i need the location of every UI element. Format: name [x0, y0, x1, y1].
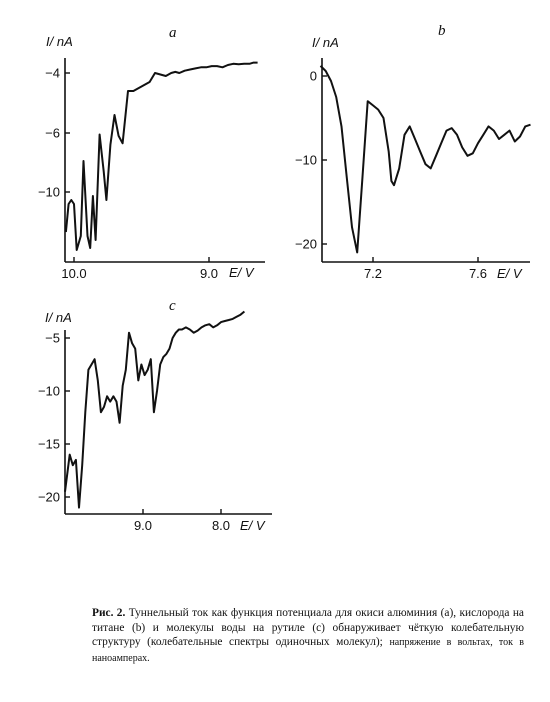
figure-label: Рис. 2.: [92, 607, 126, 619]
panel-c-ytick-label: −15: [38, 437, 60, 452]
panel-b-ytick-label: −10: [295, 153, 317, 168]
panel-b: b I/ nA 0 −10 −20 7.2 7.6 E/ V: [295, 23, 531, 281]
panel-b-xlabel: E/ V: [497, 266, 523, 281]
panel-c-xlabel: E/ V: [240, 518, 266, 533]
panel-c-xtick-label: 9.0: [134, 518, 152, 533]
panel-c-ytick-label: −5: [45, 331, 60, 346]
caption-units-note: напряжение в вольтах, ток в наноамперах.: [92, 637, 524, 664]
panel-a-ylabel: I/ nA: [46, 34, 73, 49]
panel-a: a I/ nA −4 −6 −10 10.0 9.0 E/ V: [38, 25, 265, 281]
panel-a-ytick-label: −4: [45, 66, 60, 81]
panel-a-xtick-label: 9.0: [200, 266, 218, 281]
panel-c-series-line: [64, 310, 246, 509]
panel-c-ytick-label: −20: [38, 490, 60, 505]
caption-text: Туннельный ток как функция потенциала дл…: [92, 607, 524, 648]
panel-a-letter: a: [169, 25, 177, 41]
panel-b-letter: b: [438, 23, 446, 39]
panel-b-ytick-label: 0: [310, 69, 317, 84]
panel-b-ylabel: I/ nA: [312, 35, 339, 50]
panel-b-ytick-label: −20: [295, 237, 317, 252]
panel-c-ytick-label: −10: [38, 384, 60, 399]
panel-c-xtick-label: 8.0: [212, 518, 230, 533]
panel-b-series-line: [319, 65, 531, 254]
panel-b-xtick-label: 7.6: [469, 266, 487, 281]
panel-a-ytick-label: −6: [45, 126, 60, 141]
panel-a-xlabel: E/ V: [229, 265, 255, 280]
panel-c: c I/ nA −5 −10 −15 −20 9.0 8.0 E/ V: [38, 298, 272, 533]
figure-charts: a I/ nA −4 −6 −10 10.0 9.0 E/ V b I/ nA 0 −1…: [38, 23, 531, 533]
panel-c-letter: c: [169, 298, 176, 314]
panel-b-xtick-label: 7.2: [364, 266, 382, 281]
panel-a-xtick-label: 10.0: [61, 266, 86, 281]
figure-caption: Рис. 2. Туннельный ток как функция потен…: [92, 606, 524, 666]
panel-a-series-line: [64, 61, 258, 251]
panel-a-ytick-label: −10: [38, 185, 60, 200]
panel-c-ylabel: I/ nA: [45, 310, 72, 325]
